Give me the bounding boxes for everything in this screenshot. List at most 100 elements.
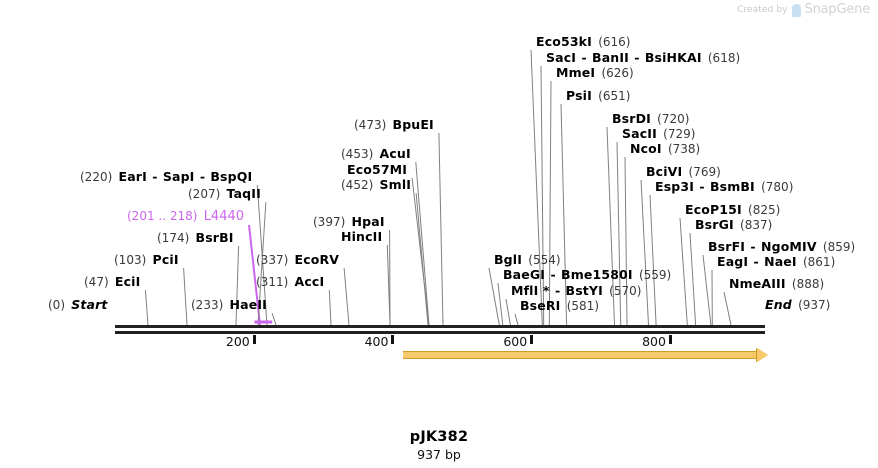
site-position-psii: (651): [598, 89, 631, 103]
site-position-saci: (618): [707, 51, 741, 65]
leader-line-bseri: [514, 313, 519, 326]
enzyme-name-bsrgi: BsrGI: [695, 217, 734, 232]
enzyme-name-smli: SmlI: [379, 177, 412, 192]
restriction-site-label-haeii[interactable]: (233) HaeII: [191, 298, 267, 313]
restriction-site-label-bpuei[interactable]: (473) BpuEI: [354, 117, 434, 133]
restriction-site-label-end[interactable]: End (937): [765, 297, 831, 313]
restriction-site-label-bsrbi[interactable]: (174) BsrBI: [157, 230, 234, 246]
leader-line-eco57mi: [411, 177, 430, 326]
enzyme-name-eco53ki: Eco53kI: [536, 34, 592, 49]
restriction-site-label-bsrfi[interactable]: BsrFI - NgoMIV (859): [708, 239, 856, 255]
enzyme-name-end: End: [765, 297, 792, 312]
plasmid-backbone-lower-line: [115, 331, 765, 334]
restriction-site-label-saci[interactable]: SacI - BanII - BsiHKAI (618): [546, 50, 741, 66]
enzyme-name-eco57mi: Eco57MI: [347, 162, 408, 177]
restriction-site-label-baegi[interactable]: BaeGI - Bme1580I (559): [503, 267, 672, 283]
site-position-esp3i: (780): [761, 180, 794, 194]
site-position-bpuei: (473): [354, 118, 387, 132]
restriction-site-label-l4440[interactable]: (201 .. 218) L4440: [127, 209, 244, 224]
restriction-site-label-bcivi[interactable]: BciVI (769): [646, 165, 721, 180]
leader-line-bgli: [488, 267, 500, 326]
restriction-site-label-bsrgi[interactable]: BsrGI (837): [695, 217, 773, 233]
site-position-start: (0): [48, 298, 65, 312]
enzyme-separator: -: [147, 169, 162, 184]
site-position-bsrgi: (837): [740, 218, 773, 232]
enzyme-separator: -: [550, 283, 565, 298]
site-position-nmeaiii: (888): [791, 277, 825, 291]
restriction-site-label-hpai[interactable]: (397) HpaI: [313, 215, 385, 230]
restriction-site-label-sacii[interactable]: SacII (729): [622, 127, 696, 142]
enzyme-name-ecii: EciI: [114, 274, 141, 289]
enzyme-name-bsrbi: BsrBI: [195, 230, 234, 245]
restriction-site-label-taqii[interactable]: (207) TaqII: [188, 186, 261, 202]
restriction-site-label-ncoi[interactable]: NcoI (738): [630, 142, 700, 157]
enzyme-name-esp3i-1: BsmBI: [709, 179, 755, 194]
restriction-site-label-eco57mi[interactable]: Eco57MI: [347, 163, 407, 177]
enzyme-name-mmei: MmeI: [556, 65, 596, 80]
enzyme-name-acci: AccI: [294, 274, 325, 289]
leader-line-hincii: [386, 244, 391, 326]
restriction-site-label-pcii[interactable]: (103) PciI: [114, 253, 179, 268]
enzyme-name-ecorv: EcoRV: [294, 252, 340, 267]
leader-line-acci: [328, 289, 332, 326]
leader-line-ncoi: [624, 156, 628, 326]
enzyme-name-mfli: MflI *: [511, 283, 550, 298]
site-position-taqii: (207): [188, 187, 221, 201]
site-position-ecii: (47): [84, 275, 109, 289]
site-position-eari: (220): [80, 170, 113, 184]
restriction-site-label-eagi[interactable]: EagI - NaeI (861): [717, 254, 836, 270]
restriction-site-label-mmei[interactable]: MmeI (626): [556, 65, 634, 81]
site-position-eagi: (861): [802, 255, 836, 269]
leader-line-ecorv: [343, 267, 350, 326]
page-title: pJK382: [409, 429, 469, 445]
site-position-pcii: (103): [114, 253, 147, 267]
restriction-site-label-hincii[interactable]: HincII: [341, 230, 382, 244]
site-position-bsrfi: (859): [822, 240, 856, 254]
orf-arrow-body: [403, 351, 757, 359]
enzyme-name-taqii: TaqII: [226, 186, 261, 201]
enzyme-separator: -: [695, 179, 709, 194]
ruler-tick: [391, 335, 395, 344]
restriction-site-label-ecorv[interactable]: (337) EcoRV: [256, 252, 340, 268]
enzyme-name-saci: SacI: [546, 50, 577, 65]
restriction-site-label-esp3i[interactable]: Esp3I - BsmBI (780): [655, 179, 794, 195]
restriction-site-label-bsrdi[interactable]: BsrDI (720): [612, 112, 690, 127]
enzyme-name-baegi: BaeGI: [503, 267, 546, 282]
ruler-tick-label: 600: [503, 334, 528, 349]
enzyme-name-nmeaiii: NmeAIII: [729, 276, 786, 291]
enzyme-separator: -: [749, 254, 764, 269]
site-position-bcivi: (769): [688, 165, 721, 179]
enzyme-name-eari: EarI: [118, 169, 147, 184]
restriction-site-label-nmeaiii[interactable]: NmeAIII (888): [729, 276, 825, 292]
leader-line-nmeaiii: [723, 291, 732, 326]
site-position-end: (937): [798, 298, 831, 312]
site-position-sacii: (729): [663, 127, 696, 141]
restriction-site-label-mfli[interactable]: MflI * - BstYI (570): [511, 283, 642, 299]
site-position-mfli: (570): [609, 284, 642, 298]
leader-line-smli: [415, 192, 429, 326]
enzyme-name-bsrfi-1: NgoMIV: [760, 239, 817, 254]
site-position-ecop15i: (825): [748, 203, 781, 217]
restriction-site-label-ecii[interactable]: (47) EciI: [84, 274, 141, 290]
ruler-tick: [530, 335, 534, 344]
site-position-baegi: (559): [638, 268, 672, 282]
enzyme-name-bpuei: BpuEI: [392, 117, 434, 132]
plasmid-size-label: 937 bp: [417, 447, 461, 462]
restriction-site-label-acci[interactable]: (311) AccI: [256, 274, 325, 290]
restriction-site-label-bseri[interactable]: BseRI (581): [520, 299, 599, 314]
ruler-tick: [252, 335, 256, 344]
restriction-site-label-bgli[interactable]: BglI (554): [494, 253, 561, 268]
orf-arrow-head: [757, 348, 768, 362]
enzyme-separator: -: [746, 239, 760, 254]
restriction-site-label-ecop15i[interactable]: EcoP15I (825): [685, 203, 781, 218]
site-position-bgli: (554): [528, 253, 561, 267]
restriction-site-label-eco53ki[interactable]: Eco53kI (616): [536, 34, 630, 50]
restriction-site-label-acui[interactable]: (453) AcuI: [341, 147, 411, 162]
site-position-bsrdi: (720): [657, 112, 690, 126]
restriction-site-label-smli[interactable]: (452) SmlI: [341, 177, 412, 193]
restriction-site-label-eari[interactable]: (220) EarI - SapI - BspQI: [80, 169, 252, 185]
orf-arrow[interactable]: [403, 348, 768, 362]
restriction-site-label-start[interactable]: (0) Start: [48, 298, 108, 313]
restriction-site-label-psii[interactable]: PsiI (651): [566, 89, 631, 104]
